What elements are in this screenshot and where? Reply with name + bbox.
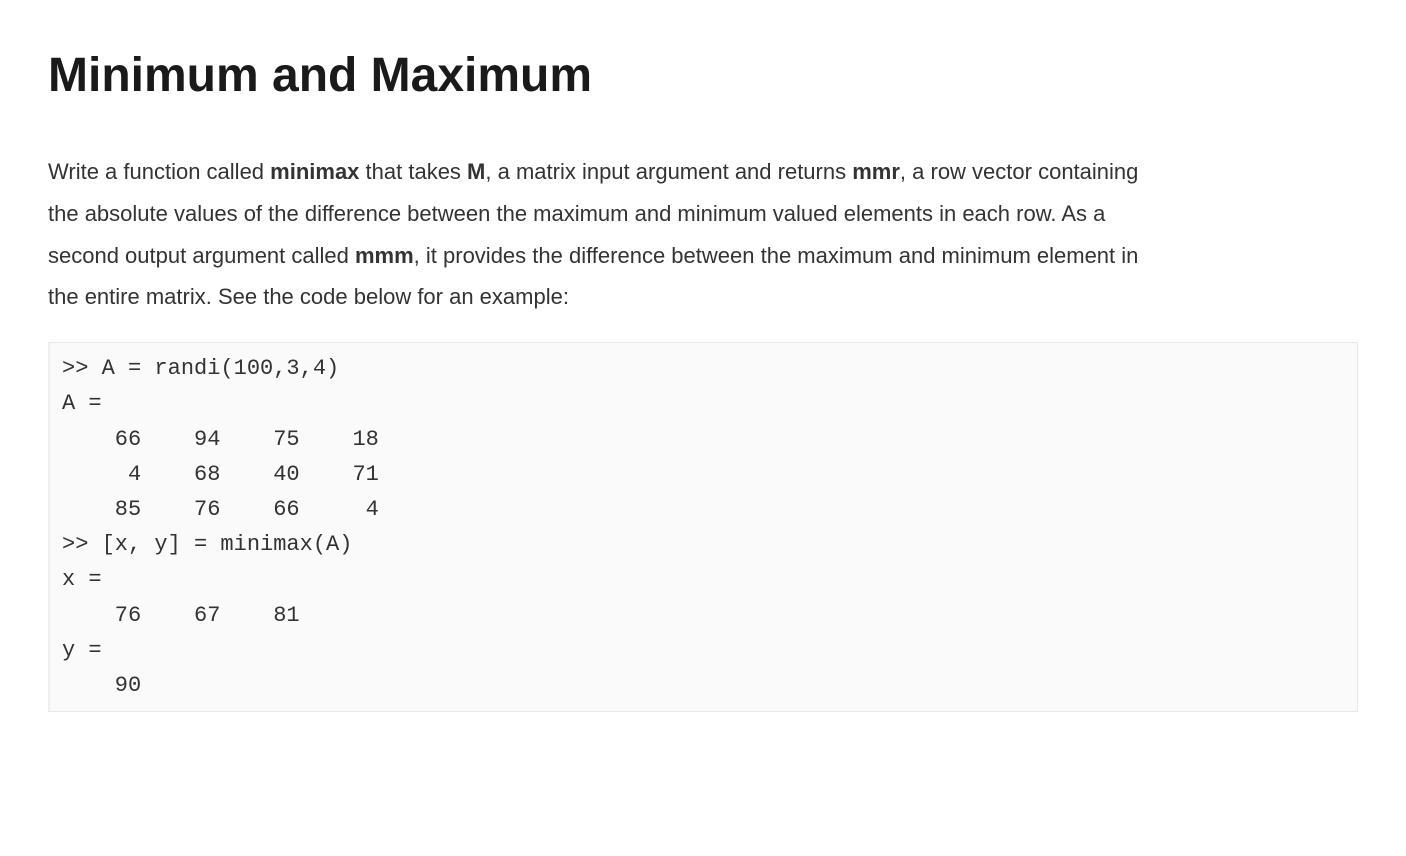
page-title: Minimum and Maximum xyxy=(48,48,1358,103)
argument-M: M xyxy=(467,159,485,184)
desc-text-3: , a matrix input argument and returns xyxy=(485,159,852,184)
return-mmr: mmr xyxy=(852,159,900,184)
return-mmm: mmm xyxy=(355,243,414,268)
function-name: minimax xyxy=(270,159,359,184)
code-example-block: >> A = randi(100,3,4) A = 66 94 75 18 4 … xyxy=(48,342,1358,712)
problem-description: Write a function called minimax that tak… xyxy=(48,151,1148,318)
desc-text-2: that takes xyxy=(359,159,467,184)
desc-text-1: Write a function called xyxy=(48,159,270,184)
